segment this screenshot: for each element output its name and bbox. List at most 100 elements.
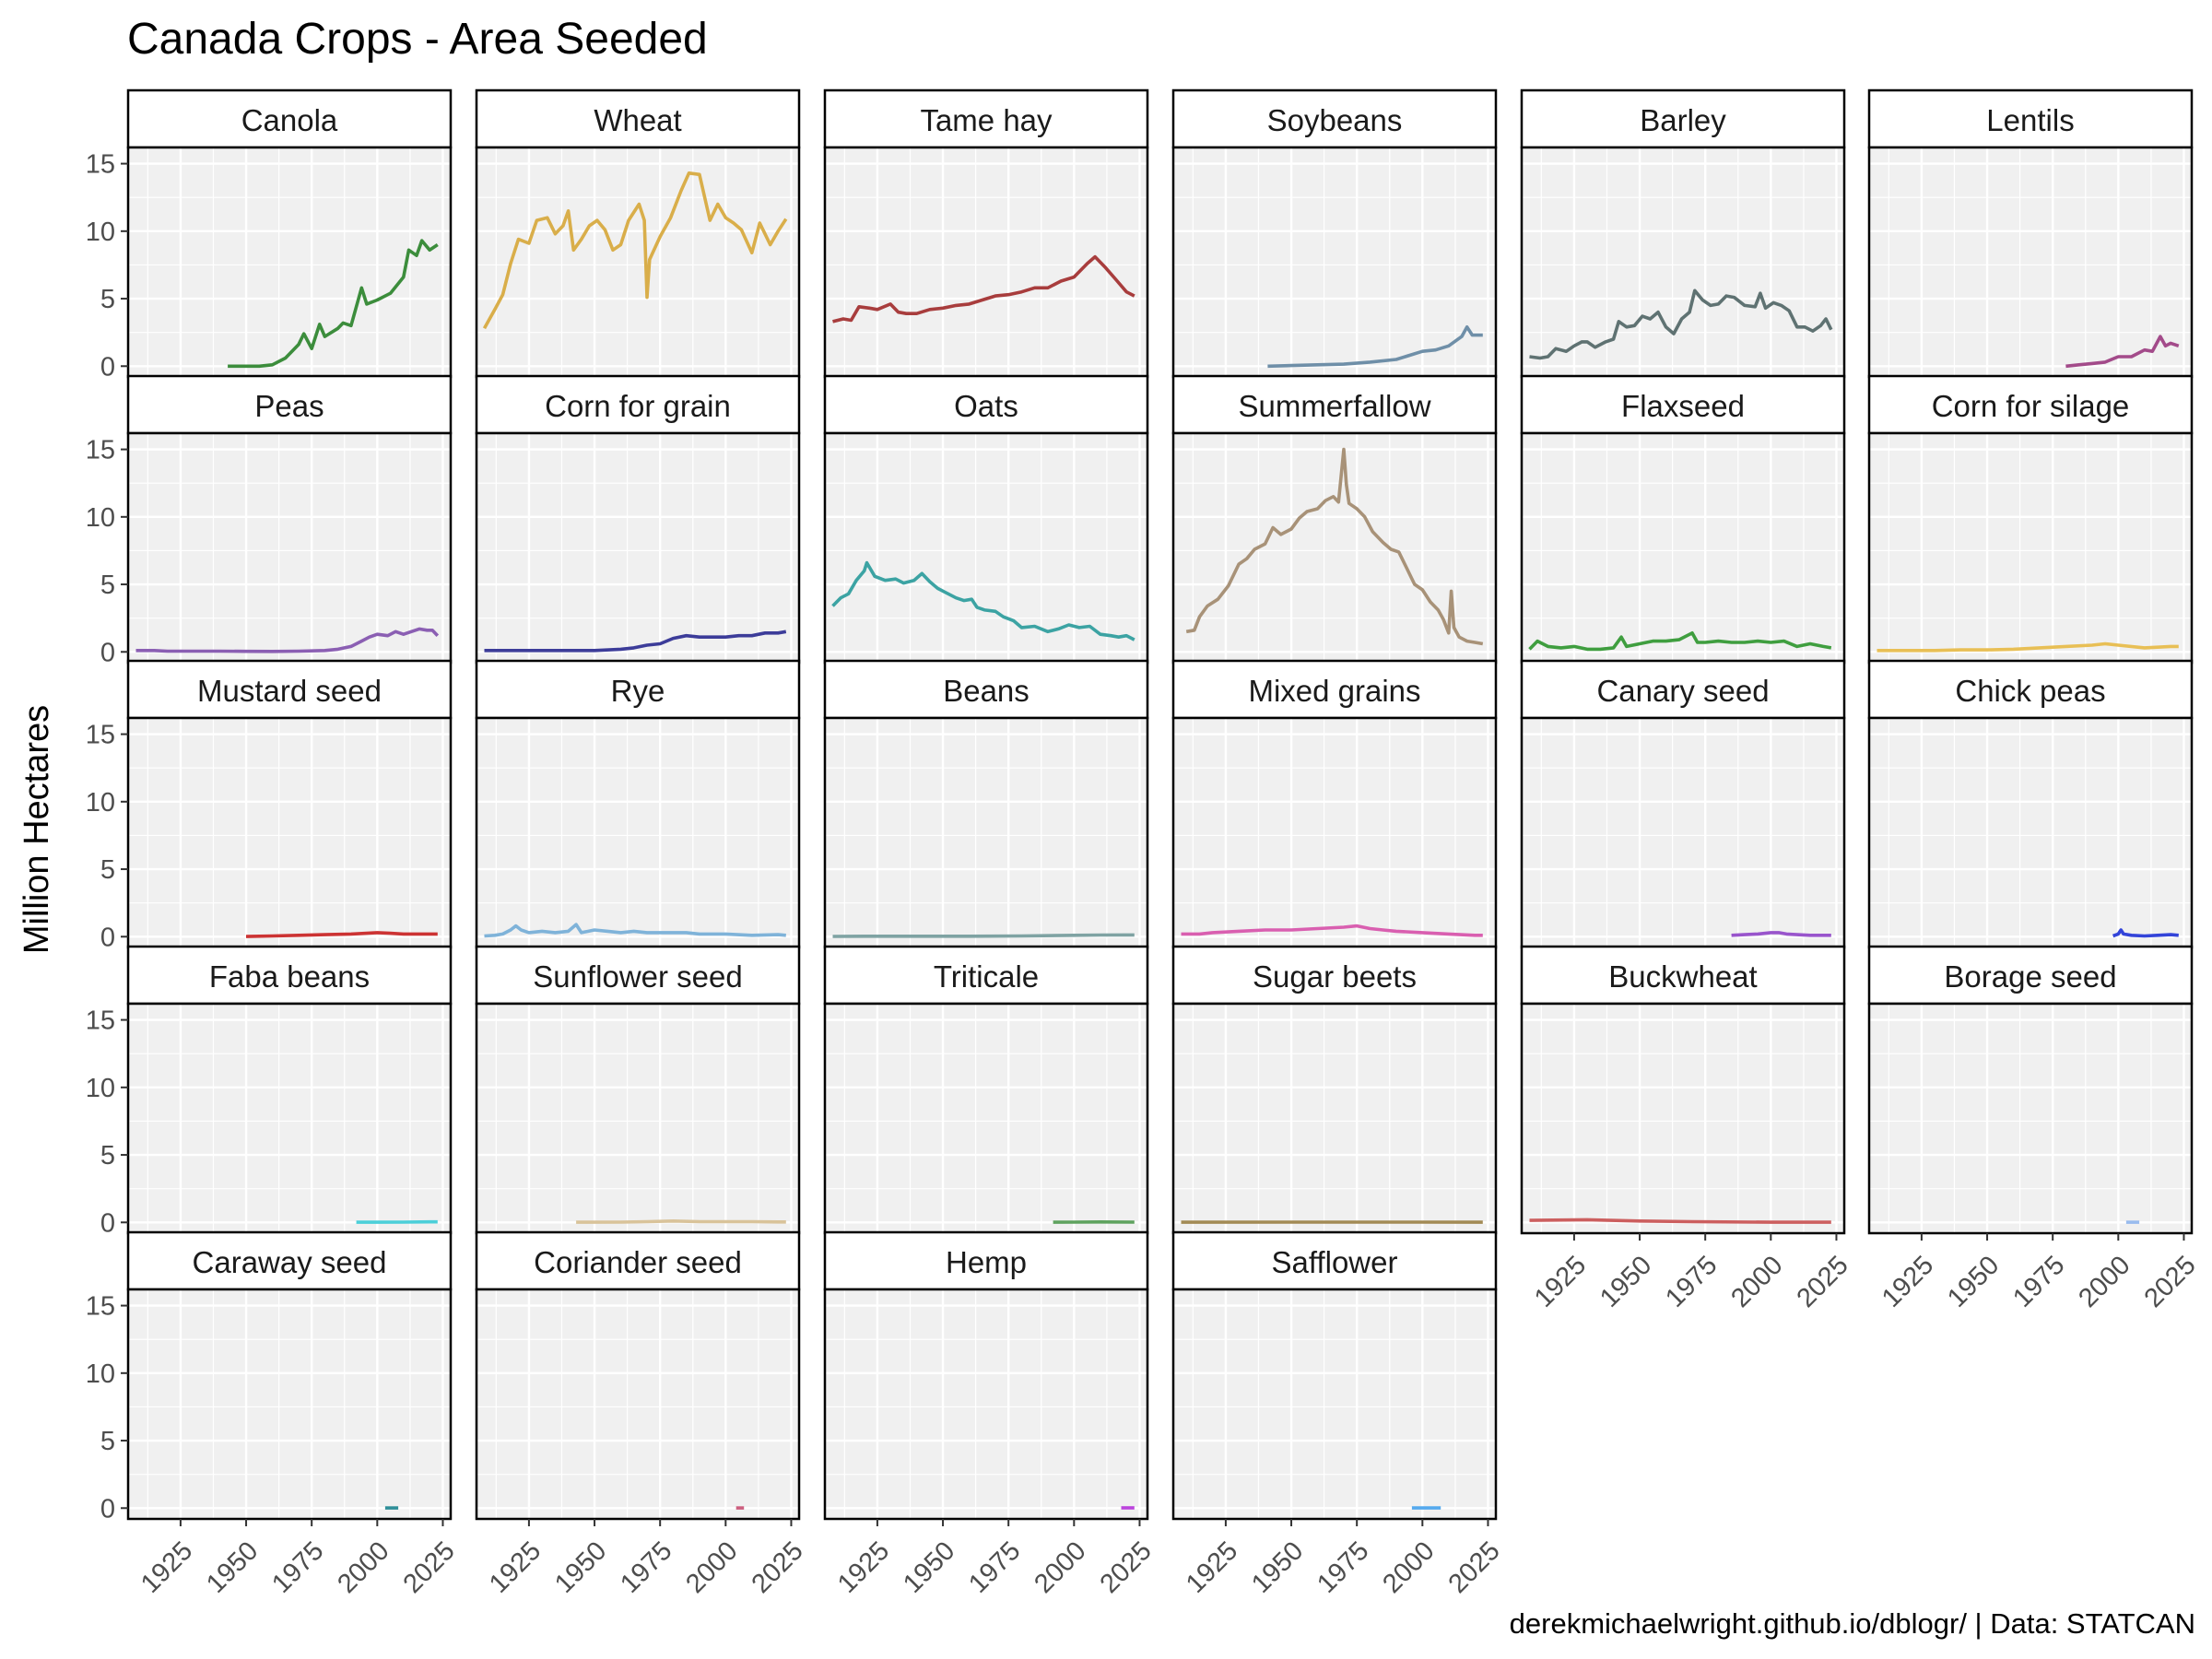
chart-caption: derekmichaelwright.github.io/dblogr/ | D… <box>1510 1607 2195 1640</box>
x-tick-label: 1975 <box>963 1536 1026 1599</box>
facet-label: Canary seed <box>1596 674 1769 708</box>
facet-label: Corn for silage <box>1932 389 2130 423</box>
facet-label: Wheat <box>594 103 681 137</box>
panel-background <box>1869 433 2192 663</box>
facet-label: Borage seed <box>1944 959 2116 994</box>
panel-background <box>128 718 451 947</box>
x-tick-label: 2000 <box>1725 1251 1788 1313</box>
panel-background <box>825 718 1147 947</box>
facet-label: Hemp <box>946 1245 1027 1279</box>
panel-background <box>128 147 451 377</box>
facet-sugar-beets: Sugar beets <box>1171 945 1498 1235</box>
facet-corn-for-silage: Corn for silage <box>1867 374 2194 665</box>
series-line-barley <box>1529 288 1833 360</box>
facet-label: Rye <box>611 674 665 708</box>
y-tick-label: 0 <box>100 1494 115 1524</box>
facet-hemp: Hemp 1925 1950 1975 2000 2025 <box>823 1230 1158 1599</box>
y-tick-label: 5 <box>100 855 115 885</box>
y-tick-label: 5 <box>100 1427 115 1456</box>
y-axis-title: Million Hectares <box>18 705 56 954</box>
facet-wheat: Wheat <box>475 88 801 379</box>
series-line-flaxseed <box>1528 631 1832 652</box>
panel-border <box>1171 1288 1498 1521</box>
x-tick-label: 1950 <box>549 1536 612 1599</box>
facet-label: Safflower <box>1272 1245 1398 1279</box>
facet-beans: Beans <box>823 659 1149 949</box>
facet-soybeans: Soybeans <box>1171 88 1498 379</box>
panel-background <box>1522 147 1844 377</box>
panel-background <box>1522 718 1844 947</box>
series-line-wheat <box>482 171 788 330</box>
panel-border <box>475 1288 801 1521</box>
facet-strip <box>1171 88 1498 149</box>
panel-background <box>1173 147 1496 377</box>
y-tick-label: 0 <box>100 923 115 952</box>
panel-background <box>128 1004 451 1233</box>
panel-border <box>1520 1002 1846 1235</box>
panel-border <box>126 1288 453 1521</box>
series-line-mustard-seed <box>245 931 438 938</box>
x-tick-label: 1975 <box>1660 1251 1723 1313</box>
facet-triticale: Triticale <box>823 945 1149 1235</box>
panel-background <box>825 1004 1147 1233</box>
panel-background <box>477 147 799 377</box>
series-line-lentils <box>2065 335 2180 369</box>
x-tick-label: 2025 <box>398 1536 461 1599</box>
x-tick-label: 1925 <box>832 1536 895 1599</box>
panel-background <box>1869 147 2192 377</box>
series-line-corn-for-silage <box>1877 641 2179 653</box>
chart-title: Canada Crops - Area Seeded <box>127 15 708 64</box>
facet-strip <box>126 1230 453 1291</box>
facet-strip <box>126 88 453 149</box>
y-tick-label: 0 <box>100 1208 115 1238</box>
facet-label: Summerfallow <box>1238 389 1430 423</box>
series-line-canola <box>228 239 439 369</box>
facet-label: Mustard seed <box>197 674 382 708</box>
facet-tame-hay: Tame hay <box>823 88 1149 379</box>
series-line-soybeans <box>1267 325 1483 369</box>
x-tick-label: 1975 <box>2007 1251 2070 1313</box>
facet-lentils: Lentils <box>1867 88 2194 379</box>
facet-strip <box>1171 945 1498 1006</box>
panel-background <box>1522 1004 1844 1233</box>
facet-strip <box>1171 374 1498 435</box>
y-tick-label: 10 <box>86 218 115 247</box>
facet-oats: Oats <box>823 374 1149 665</box>
facet-label: Coriander seed <box>534 1245 742 1279</box>
panel-background <box>825 433 1147 663</box>
series-line-tame-hay <box>832 254 1135 324</box>
facet-panels: Canola 0 5 10 15 Wheat Tame hay Soybeans Barley L… <box>86 88 2202 1599</box>
facet-label: Soybeans <box>1267 103 1403 137</box>
y-tick-label: 10 <box>86 1359 115 1389</box>
facet-strip <box>1520 374 1846 435</box>
facet-label: Chick peas <box>1955 674 2105 708</box>
x-tick-label: 2000 <box>332 1536 394 1599</box>
facet-strip <box>1867 374 2194 435</box>
panel-background <box>477 718 799 947</box>
facet-peas: Peas 0 5 10 15 <box>86 374 453 667</box>
x-tick-label: 1975 <box>266 1536 329 1599</box>
facet-rye: Rye <box>475 659 801 949</box>
facet-borage-seed: Borage seed 1925 1950 1975 2000 2025 <box>1867 945 2202 1313</box>
x-tick-label: 1950 <box>201 1536 264 1599</box>
facet-label: Sugar beets <box>1253 959 1417 994</box>
x-tick-label: 2025 <box>2139 1251 2202 1313</box>
series-line-oats <box>831 560 1135 641</box>
series-line-sunflower-seed <box>576 1219 786 1224</box>
y-tick-label: 5 <box>100 571 115 600</box>
facet-strip <box>823 659 1149 720</box>
facet-label: Beans <box>943 674 1030 708</box>
x-tick-label: 1950 <box>898 1536 960 1599</box>
x-tick-label: 1950 <box>1594 1251 1657 1313</box>
facet-label: Faba beans <box>209 959 370 994</box>
facet-sunflower-seed: Sunflower seed <box>475 945 801 1235</box>
facet-chick-peas: Chick peas <box>1867 659 2194 949</box>
x-tick-label: 1975 <box>615 1536 677 1599</box>
facet-label: Buckwheat <box>1608 959 1757 994</box>
facet-label: Triticale <box>934 959 1039 994</box>
series-line-canary-seed <box>1731 931 1831 937</box>
x-tick-label: 1925 <box>1529 1251 1592 1313</box>
facet-label: Mixed grains <box>1248 674 1420 708</box>
facet-label: Peas <box>254 389 324 423</box>
panel-background <box>477 1004 799 1233</box>
